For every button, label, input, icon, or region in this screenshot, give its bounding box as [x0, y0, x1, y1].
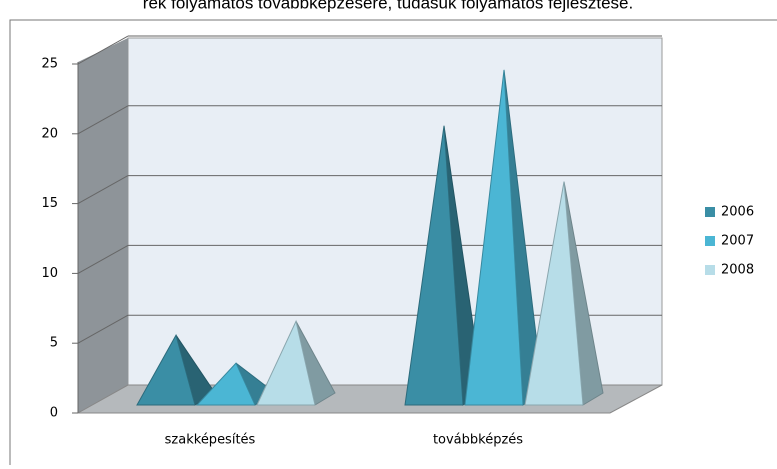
y-tick-label: 10	[41, 266, 58, 281]
grid-line	[77, 35, 129, 65]
legend-label: 2006	[721, 205, 754, 220]
x-tick-label: szakképesítés	[165, 433, 256, 448]
grid-line	[77, 314, 129, 344]
y-tick-label: 20	[41, 126, 58, 141]
pyramid-front	[404, 125, 464, 406]
y-tick-label: 25	[41, 57, 58, 72]
grid-line	[77, 105, 129, 135]
legend-label: 2007	[721, 234, 754, 249]
pyramid-front	[195, 362, 256, 406]
legend-swatch	[705, 265, 715, 275]
pyramid	[136, 333, 216, 406]
y-tick-label: 0	[50, 406, 58, 421]
pyramid	[256, 319, 336, 406]
pyramid-front	[256, 319, 316, 406]
legend-label: 2008	[721, 263, 754, 278]
legend-swatch	[705, 207, 715, 217]
grid-line	[77, 244, 129, 274]
pyramid	[524, 181, 604, 406]
chart-frame	[9, 19, 777, 469]
grid-line	[77, 175, 129, 205]
pyramid-front	[464, 69, 524, 406]
side-wall	[78, 38, 128, 413]
legend-swatch	[705, 236, 715, 246]
caption: rek folyamatos továbbképzésére, tudásuk …	[143, 0, 633, 12]
pyramid-front	[136, 333, 196, 406]
y-tick-label: 15	[41, 196, 58, 211]
pyramid	[464, 69, 544, 406]
x-tick-label: továbbképzés	[433, 433, 523, 448]
y-tick-label: 5	[50, 336, 58, 351]
pyramid-front	[524, 181, 584, 406]
